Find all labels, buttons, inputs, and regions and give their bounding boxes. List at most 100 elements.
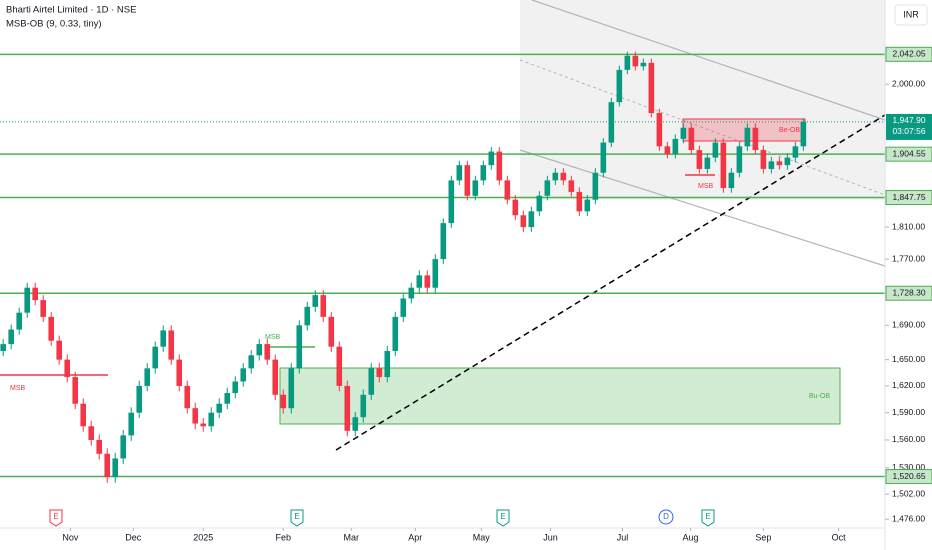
candle-body <box>704 157 711 169</box>
level-label: 1,904.55 <box>892 148 925 158</box>
candle-body <box>672 138 679 154</box>
candle-body <box>0 344 7 351</box>
event-label: E <box>294 512 299 521</box>
last-price-box <box>886 113 932 140</box>
level-label: 1,728.30 <box>892 287 925 297</box>
price-axis <box>885 0 932 550</box>
candle-body <box>320 295 327 317</box>
candle-body <box>728 172 735 189</box>
candle-body <box>536 195 543 212</box>
currency-box[interactable] <box>894 4 928 26</box>
candle-body <box>632 55 639 67</box>
event-label: E <box>500 512 505 521</box>
x-tick-label: Jul <box>617 532 629 542</box>
candle-body <box>640 62 647 67</box>
candle-body <box>264 344 271 360</box>
candle-body <box>80 403 87 427</box>
x-tick-label: Jun <box>543 532 558 542</box>
candle-body <box>232 381 239 394</box>
candle-body <box>216 403 223 413</box>
channel-lower <box>519 149 886 267</box>
candle-body <box>800 121 807 147</box>
candle-body <box>712 142 719 158</box>
event-icon[interactable] <box>658 509 674 525</box>
candle-body <box>208 412 215 427</box>
candle-body <box>472 180 479 196</box>
event-icon[interactable] <box>496 509 510 527</box>
candle-body <box>192 408 199 424</box>
order-block-label: Bu-OB <box>809 393 830 400</box>
candle-body <box>112 458 119 478</box>
candle-body <box>64 359 71 378</box>
candle-body <box>496 151 503 181</box>
candle-body <box>72 377 79 404</box>
y-tick-label: 1,530.00 <box>892 462 925 472</box>
x-tick-label: Mar <box>344 532 360 542</box>
candle-body <box>184 385 191 409</box>
x-tick-label: May <box>473 532 491 542</box>
candle-body <box>32 287 39 301</box>
level-label-box <box>885 469 932 485</box>
msb-label: MSB <box>698 183 714 190</box>
level-label-box <box>885 46 932 62</box>
candle-body <box>424 275 431 288</box>
event-icon[interactable] <box>290 509 304 527</box>
x-tick-label: 2025 <box>193 532 213 542</box>
candle-body <box>520 215 527 228</box>
candle-body <box>736 146 743 173</box>
x-tick-label: Oct <box>832 532 847 542</box>
candle-body <box>528 211 535 228</box>
currency[interactable]: INR <box>903 9 919 19</box>
candle-body <box>464 165 471 196</box>
level-label: 1,520.65 <box>892 471 925 481</box>
candle-body <box>432 259 439 288</box>
candle-body <box>296 325 303 369</box>
candle-body <box>352 417 359 431</box>
candle-body <box>768 161 775 169</box>
y-tick-label: 1,476.00 <box>892 513 925 523</box>
x-tick-label: Feb <box>276 532 292 542</box>
candle-body <box>96 439 103 454</box>
candle-body <box>248 355 255 369</box>
candle-body <box>160 330 167 347</box>
candle-body <box>488 151 495 166</box>
y-tick-label: 1,690.00 <box>892 320 925 330</box>
order-block-label: Be-OB <box>779 127 800 134</box>
candle-body <box>304 306 311 326</box>
event-icon[interactable] <box>701 509 715 527</box>
candle-body <box>512 199 519 216</box>
candle-body <box>720 142 727 189</box>
candle-body <box>744 127 751 147</box>
candle-body <box>400 298 407 317</box>
last-price-label: 1,947.90 <box>892 115 925 125</box>
candle-body <box>240 368 247 382</box>
candle-body <box>48 316 55 341</box>
candle-body <box>384 350 391 378</box>
candle-body <box>776 161 783 166</box>
candle-body <box>224 393 231 404</box>
y-tick-label: 1,650.00 <box>892 354 925 364</box>
candle-body <box>344 385 351 431</box>
channel-upper <box>531 0 886 121</box>
candle-body <box>560 172 567 181</box>
candle-body <box>552 172 559 181</box>
event-icon[interactable] <box>49 509 63 527</box>
candle-body <box>280 394 287 409</box>
candle-body <box>256 344 263 356</box>
y-tick-label: 1,810.00 <box>892 221 925 231</box>
candle-body <box>456 165 463 181</box>
candle-body <box>328 316 335 347</box>
candle-body <box>56 340 63 360</box>
x-tick-label: Aug <box>683 532 699 542</box>
x-tick-label: Nov <box>62 532 79 542</box>
candle-body <box>8 329 15 345</box>
candle-body <box>368 368 375 395</box>
msb-label: MSB <box>265 334 281 341</box>
candle-body <box>568 180 575 192</box>
indicator-label: MSB-OB (9, 0.33, tiny) <box>6 19 102 30</box>
x-tick-label: Sep <box>755 532 771 542</box>
level-label-box <box>885 285 932 301</box>
x-tick-label: Apr <box>408 532 422 542</box>
candle-body <box>480 165 487 181</box>
